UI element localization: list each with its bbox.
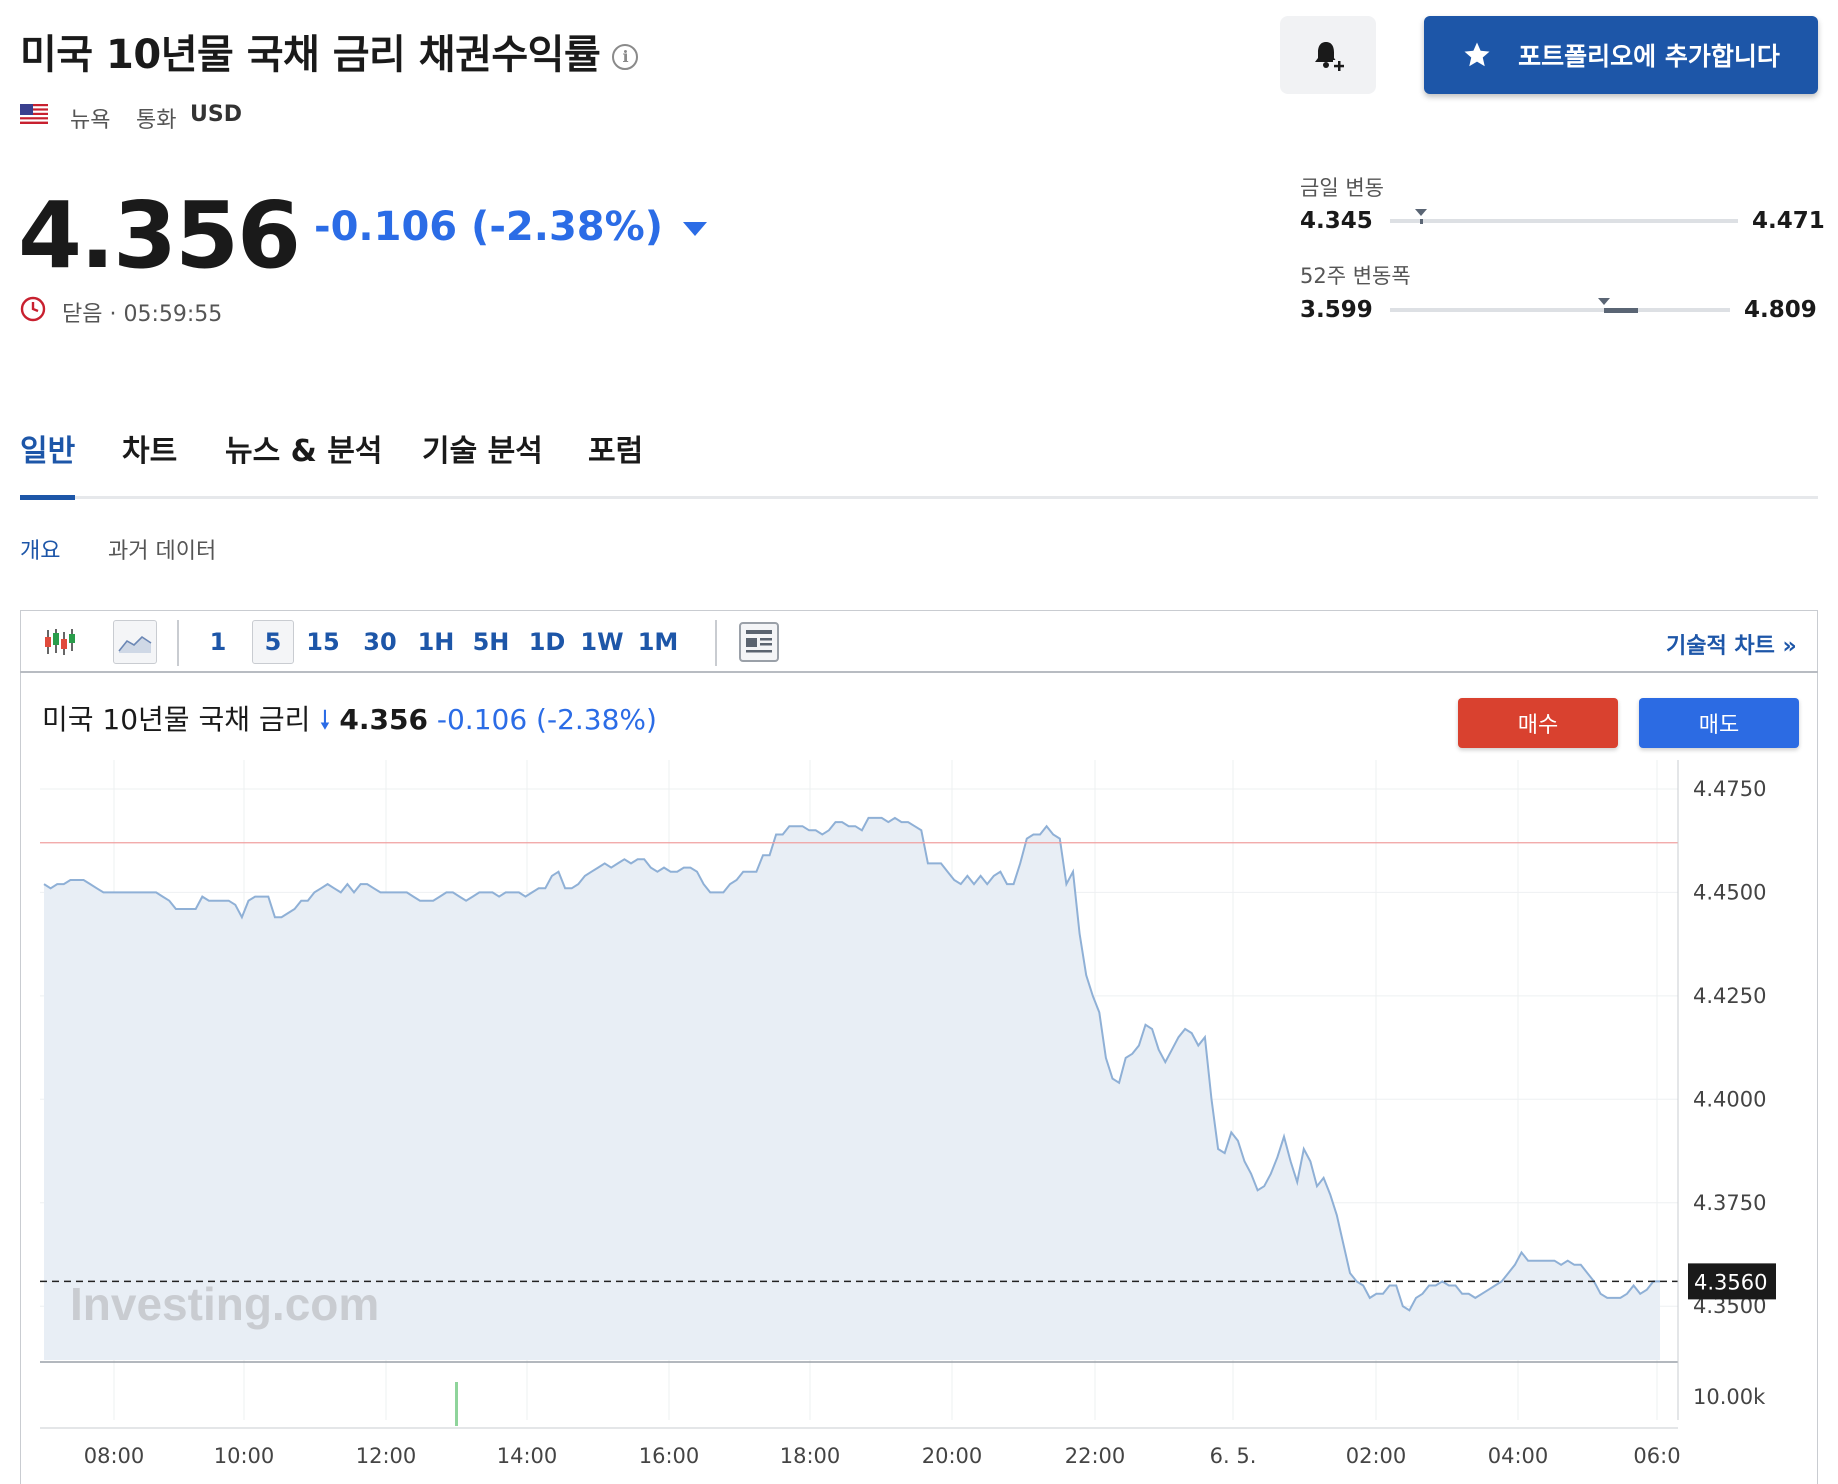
create-alert-button[interactable] (1280, 16, 1376, 94)
newspaper-icon (739, 622, 779, 662)
y-tick-label: 4.4750 (1693, 777, 1766, 801)
x-tick-label: 20:00 (922, 1444, 983, 1468)
add-to-portfolio-button[interactable]: 포트폴리오에 추가합니다 (1424, 16, 1818, 94)
page-title: 미국 10년물 국채 금리 채권수익률 i (20, 22, 639, 80)
subtab-summary[interactable]: 개요 (20, 539, 61, 564)
day-high: 4.471 (1752, 208, 1825, 234)
tab-overview[interactable]: 일반 (20, 434, 76, 469)
buy-button[interactable]: 매수 (1458, 698, 1618, 748)
y-tick-label: 4.3750 (1693, 1191, 1766, 1215)
current-price-tag (1688, 1263, 1776, 1300)
area-chart-button[interactable] (113, 620, 157, 664)
currency-label: 통화 (136, 108, 177, 133)
legend-price: 4.356 (339, 703, 428, 736)
week52-range-label: 52주 변동폭 (1300, 264, 1411, 288)
news-overlay-button[interactable] (738, 620, 780, 664)
toolbar-divider (715, 620, 717, 666)
y-tick-label: 4.4250 (1693, 984, 1766, 1008)
down-arrow-icon: 🠗 (319, 706, 331, 736)
star-icon (1464, 42, 1490, 67)
x-tick-label: 02:00 (1346, 1444, 1407, 1468)
day-range-bar (1390, 209, 1738, 224)
interval-1w-button[interactable]: 1W (580, 628, 624, 656)
interval-1d-button[interactable]: 1D (528, 628, 566, 656)
chart-toolbar (20, 611, 1818, 673)
tab-divider (20, 496, 1818, 499)
caret-down-icon (682, 222, 707, 236)
info-icon[interactable]: i (612, 44, 639, 70)
technical-chart-link[interactable]: 기술적 차트 » (1666, 634, 1797, 659)
week52-range-marker (1598, 298, 1611, 305)
tab-chart[interactable]: 차트 (122, 434, 178, 469)
current-price-label: 4.3560 (1694, 1270, 1767, 1294)
x-tick-label: 14:00 (497, 1444, 558, 1468)
legend-change: -0.106 (436, 703, 528, 736)
toolbar-divider (177, 620, 179, 666)
x-tick-label: 22:00 (1065, 1444, 1126, 1468)
exchange-label: 뉴욕 (70, 108, 111, 133)
tab-forum[interactable]: 포럼 (588, 434, 644, 469)
y-tick-label: 4.4000 (1693, 1087, 1766, 1111)
tab-news-analysis[interactable]: 뉴스 & 분석 (225, 434, 383, 469)
x-tick-label: 12:00 (356, 1444, 417, 1468)
day-range-label: 금일 변동 (1300, 176, 1384, 200)
week52-low: 3.599 (1300, 297, 1373, 323)
interval-1m-button[interactable]: 1M (637, 628, 679, 656)
us-flag-icon (20, 104, 48, 124)
price-line (43, 816, 1660, 1312)
volume-axis-label: 10.00k (1693, 1385, 1766, 1409)
day-range-marker (1415, 209, 1428, 216)
x-tick-label: 16:00 (639, 1444, 700, 1468)
tab-technical[interactable]: 기술 분석 (422, 434, 543, 469)
sell-button[interactable]: 매도 (1639, 698, 1799, 748)
y-tick-label: 4.4500 (1693, 880, 1766, 904)
x-tick-label: 18:00 (780, 1444, 841, 1468)
watermark-logo: Investing.com (70, 1278, 379, 1330)
chart-legend: 미국 10년물 국채 금리 🠗 4.356 -0.106 (-2.38%) (42, 698, 657, 746)
interval-30-button[interactable]: 30 (363, 628, 397, 656)
chart-panel (20, 610, 1818, 1484)
x-tick-label: 6. 5. (1210, 1444, 1257, 1468)
x-tick-label: 06:0 (1633, 1444, 1680, 1468)
day-low: 4.345 (1300, 208, 1373, 234)
interval-5h-button[interactable]: 5H (472, 628, 510, 656)
week52-range-fill (1604, 308, 1639, 313)
clock-icon (20, 296, 46, 322)
legend-instrument-name: 미국 10년물 국채 금리 (42, 703, 311, 736)
interval-15-button[interactable]: 15 (306, 628, 340, 656)
currency-value: USD (190, 102, 242, 127)
price-area (44, 817, 1660, 1360)
subtab-historical-data[interactable]: 과거 데이터 (108, 539, 217, 564)
price-chart[interactable]: 4.47504.45004.42504.40004.37504.3500Inve… (20, 760, 1818, 1480)
market-status: 닫음 · 05:59:55 (62, 302, 223, 327)
x-tick-label: 08:00 (84, 1444, 145, 1468)
legend-change-pct: (-2.38%) (536, 703, 657, 736)
volume-bar (455, 1382, 458, 1426)
day-range-fill (1420, 219, 1424, 224)
last-price: 4.356 (18, 182, 301, 289)
x-tick-label: 10:00 (214, 1444, 275, 1468)
tab-active-indicator (20, 495, 75, 500)
price-change: -0.106 (-2.38%) (314, 204, 707, 250)
bell-plus-icon (1315, 42, 1345, 72)
x-tick-label: 04:00 (1488, 1444, 1549, 1468)
interval-5-button[interactable]: 5 (252, 620, 294, 664)
week52-high: 4.809 (1744, 297, 1817, 323)
candlestick-chart-button[interactable] (40, 620, 80, 664)
interval-1-button[interactable]: 1 (209, 628, 227, 656)
interval-1h-button[interactable]: 1H (417, 628, 455, 656)
week52-range-bar (1390, 298, 1730, 313)
candlestick-icon (45, 629, 75, 655)
area-chart-icon (118, 635, 152, 653)
